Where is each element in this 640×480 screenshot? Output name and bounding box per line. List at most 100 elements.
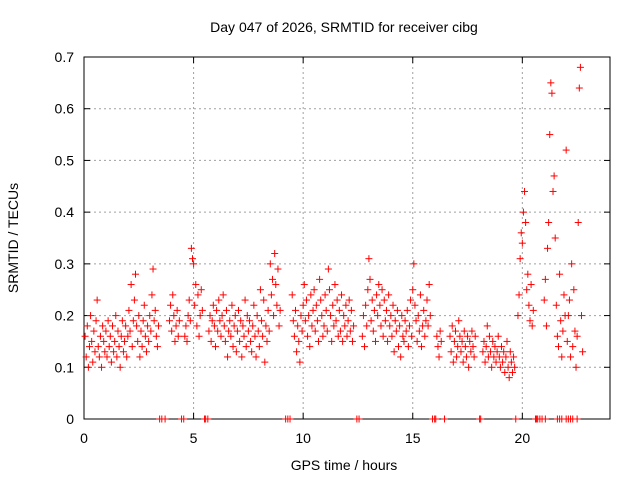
data-point bbox=[574, 218, 582, 226]
data-point bbox=[466, 337, 474, 345]
data-point bbox=[266, 260, 274, 268]
data-point bbox=[370, 306, 378, 314]
data-point bbox=[456, 332, 464, 340]
data-point bbox=[247, 337, 255, 345]
data-point bbox=[542, 322, 550, 330]
data-point bbox=[318, 312, 326, 320]
data-point bbox=[230, 322, 238, 330]
data-point bbox=[355, 415, 363, 423]
data-point bbox=[186, 317, 194, 325]
data-point bbox=[215, 296, 223, 304]
data-point bbox=[173, 306, 181, 314]
data-point bbox=[422, 317, 430, 325]
data-point bbox=[161, 415, 169, 423]
data-point bbox=[101, 348, 109, 356]
data-point bbox=[479, 348, 487, 356]
data-point bbox=[171, 337, 179, 345]
data-point bbox=[515, 291, 523, 299]
data-point bbox=[424, 322, 432, 330]
data-point bbox=[339, 337, 347, 345]
x-tick-label: 5 bbox=[190, 430, 198, 446]
data-point bbox=[506, 348, 514, 356]
data-point bbox=[252, 353, 260, 361]
data-point bbox=[213, 306, 221, 314]
data-point bbox=[462, 353, 470, 361]
data-point bbox=[347, 306, 355, 314]
data-point bbox=[416, 291, 424, 299]
data-point bbox=[505, 374, 513, 382]
data-point bbox=[299, 301, 307, 309]
data-point bbox=[579, 348, 587, 356]
data-point bbox=[180, 415, 188, 423]
data-point bbox=[410, 260, 418, 268]
data-point bbox=[335, 306, 343, 314]
data-point bbox=[366, 275, 374, 283]
data-point bbox=[227, 332, 235, 340]
y-tick-label: 0.4 bbox=[55, 204, 75, 220]
data-point bbox=[517, 229, 525, 237]
data-point bbox=[249, 322, 257, 330]
data-point bbox=[483, 322, 491, 330]
data-point bbox=[568, 260, 576, 268]
data-point bbox=[273, 301, 281, 309]
data-point bbox=[190, 260, 198, 268]
data-point bbox=[495, 353, 503, 361]
data-point bbox=[313, 317, 321, 325]
data-point bbox=[82, 353, 90, 361]
data-point bbox=[377, 322, 385, 330]
data-point bbox=[184, 312, 192, 320]
data-point bbox=[519, 208, 527, 216]
data-point bbox=[197, 286, 205, 294]
data-point bbox=[289, 317, 297, 325]
data-point bbox=[488, 363, 496, 371]
data-point bbox=[480, 337, 488, 345]
data-point bbox=[222, 306, 230, 314]
data-point bbox=[134, 337, 142, 345]
data-point bbox=[133, 322, 141, 330]
data-point bbox=[547, 79, 555, 87]
data-point bbox=[529, 306, 537, 314]
data-point bbox=[494, 332, 502, 340]
data-point bbox=[437, 337, 445, 345]
data-point bbox=[220, 322, 228, 330]
data-point bbox=[420, 306, 428, 314]
data-point bbox=[174, 332, 182, 340]
data-point bbox=[397, 353, 405, 361]
x-tick-label: 0 bbox=[80, 430, 88, 446]
data-point bbox=[265, 327, 273, 335]
data-point bbox=[471, 332, 479, 340]
data-point bbox=[359, 312, 367, 320]
data-point bbox=[527, 281, 535, 289]
data-point bbox=[117, 332, 125, 340]
data-point bbox=[458, 337, 466, 345]
data-point bbox=[254, 327, 262, 335]
data-point bbox=[576, 63, 584, 71]
data-point bbox=[119, 348, 127, 356]
data-point bbox=[329, 301, 337, 309]
data-point bbox=[523, 286, 531, 294]
data-point bbox=[191, 301, 199, 309]
data-point bbox=[331, 281, 339, 289]
data-point bbox=[135, 312, 143, 320]
data-point bbox=[192, 281, 200, 289]
data-point bbox=[267, 291, 275, 299]
data-point bbox=[104, 317, 112, 325]
data-point bbox=[319, 332, 327, 340]
data-point bbox=[172, 322, 180, 330]
data-point bbox=[404, 343, 412, 351]
data-point bbox=[558, 353, 566, 361]
data-point bbox=[321, 291, 329, 299]
data-point bbox=[146, 312, 154, 320]
data-point bbox=[455, 317, 463, 325]
data-point bbox=[258, 317, 266, 325]
data-point bbox=[557, 317, 565, 325]
data-point bbox=[150, 317, 158, 325]
data-point bbox=[81, 332, 89, 340]
data-point bbox=[275, 322, 283, 330]
data-point bbox=[209, 301, 217, 309]
data-point bbox=[243, 312, 251, 320]
data-point bbox=[142, 348, 150, 356]
data-point bbox=[570, 286, 578, 294]
data-point bbox=[499, 358, 507, 366]
data-point bbox=[544, 244, 552, 252]
